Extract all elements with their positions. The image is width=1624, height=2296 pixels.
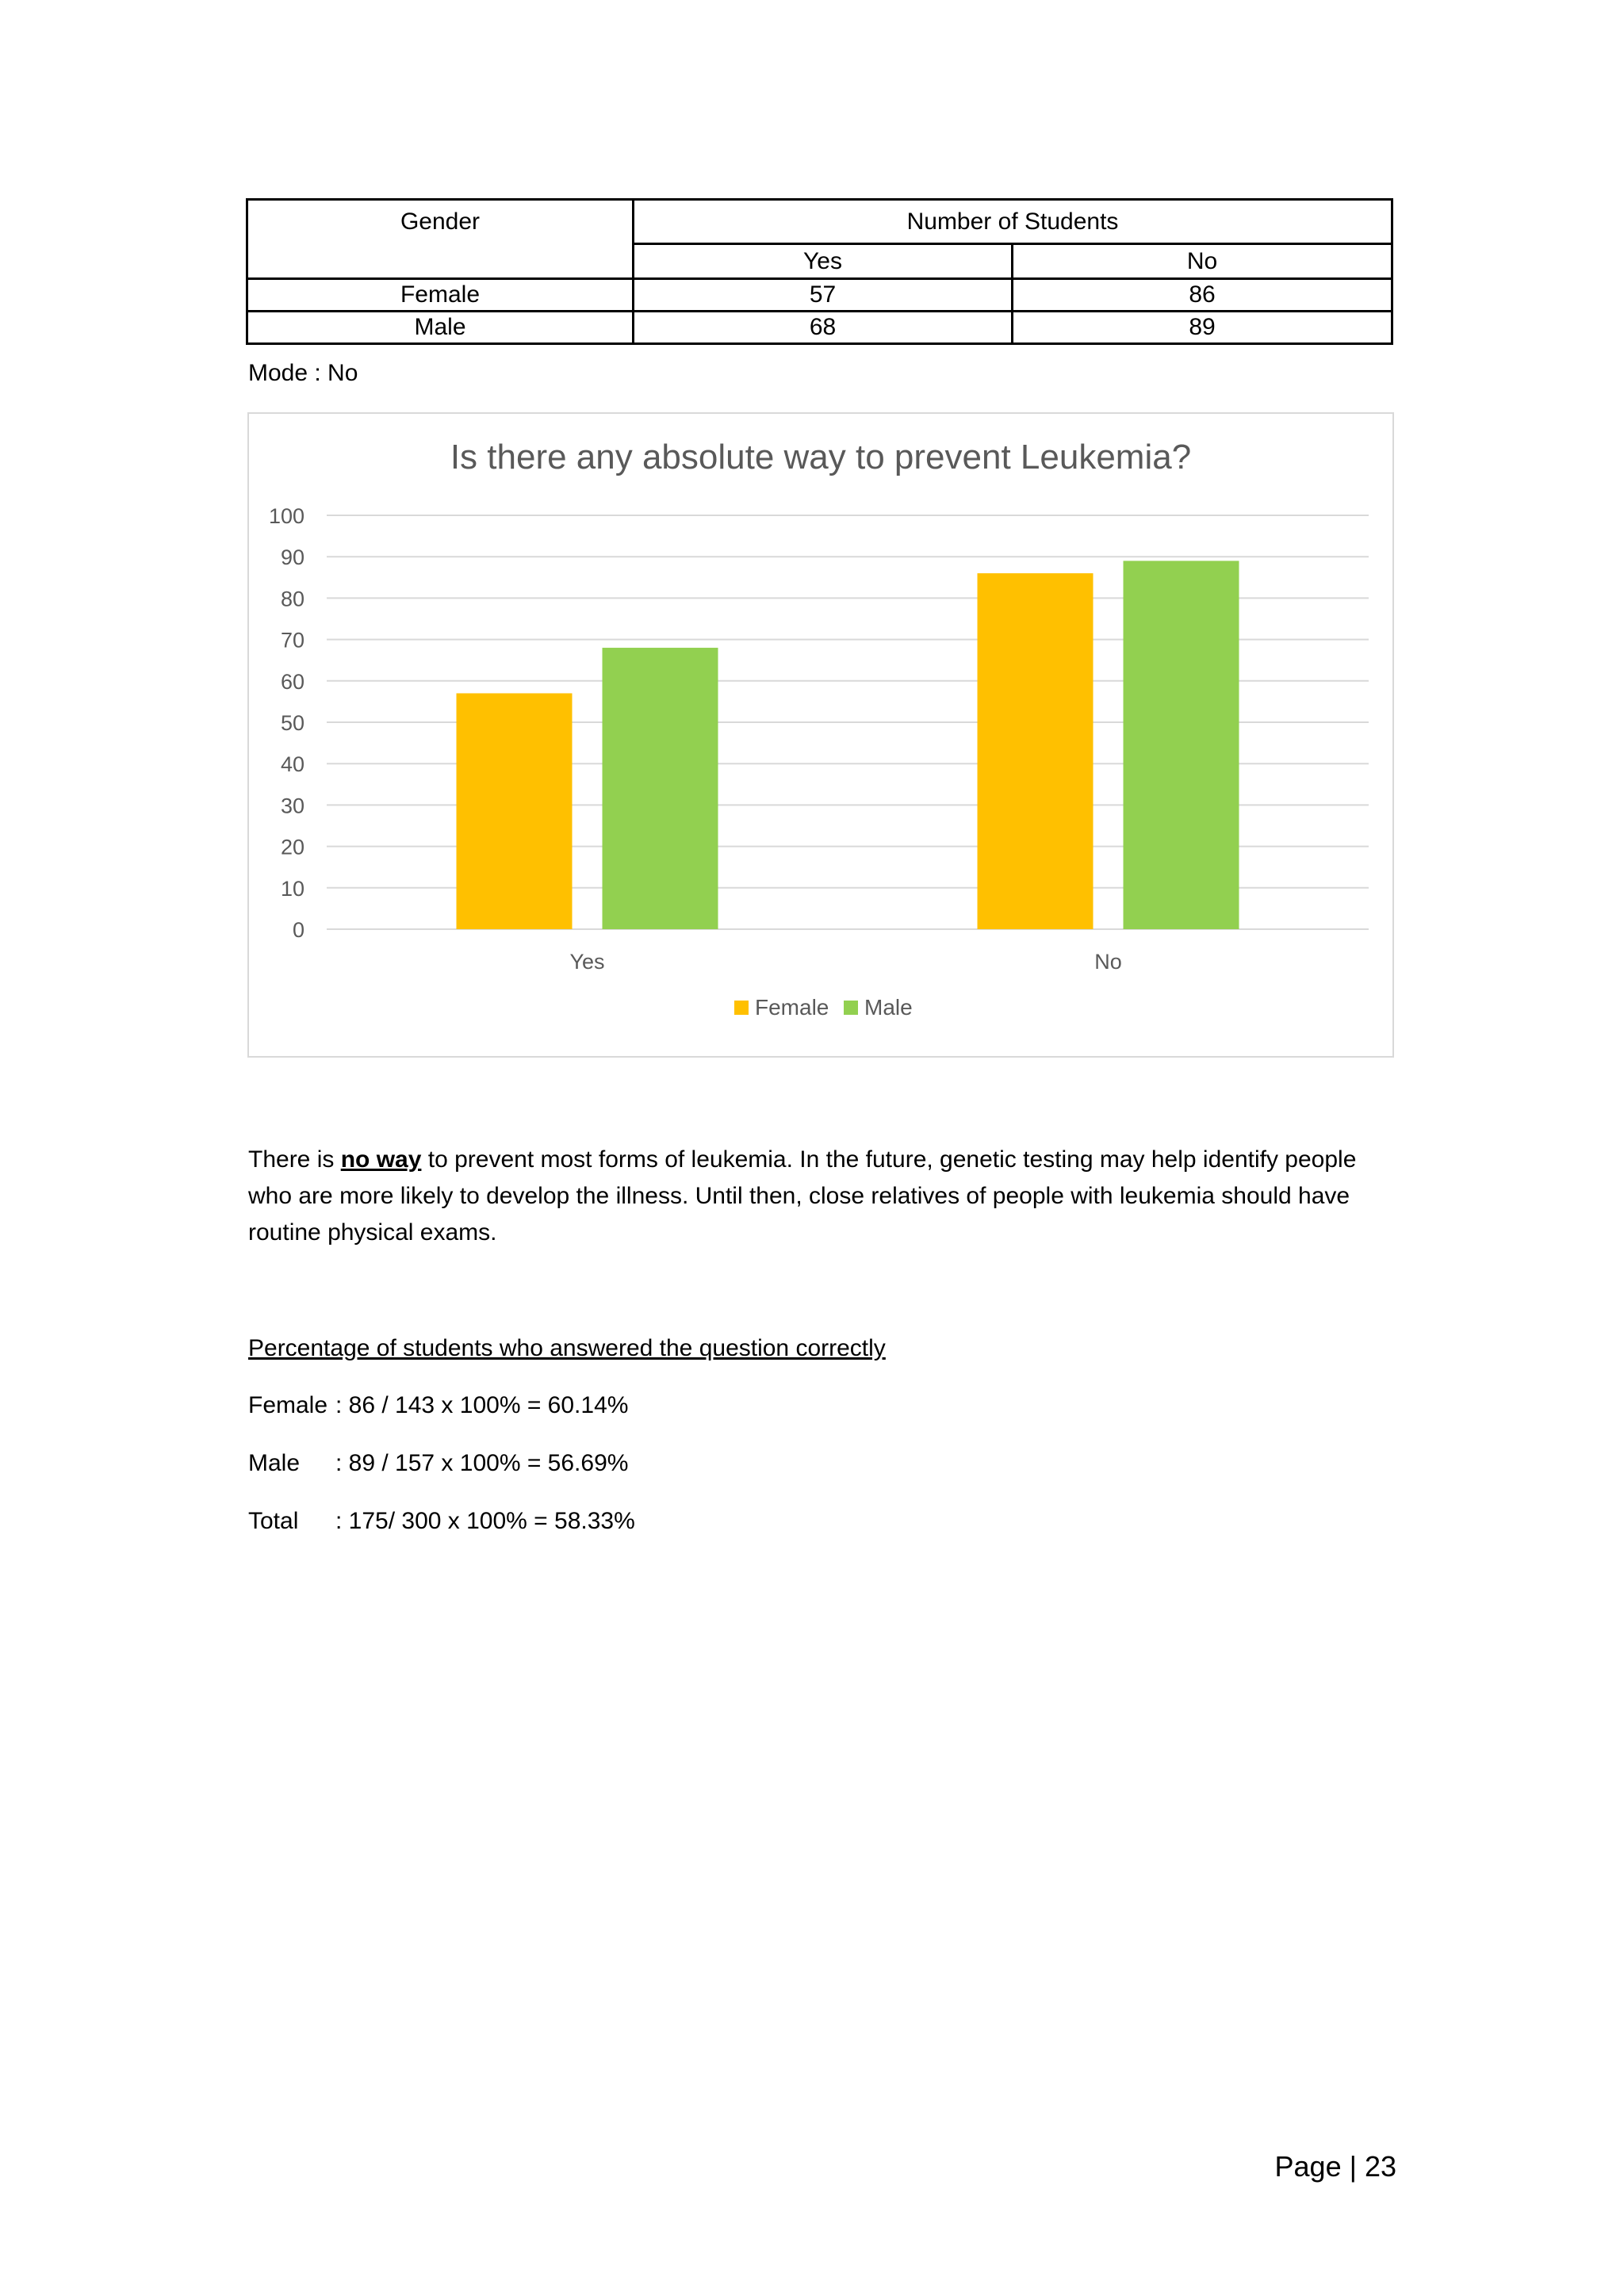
x-tick-label: No: [1094, 950, 1122, 974]
survey-table: Gender Number of Students Yes No Female …: [246, 198, 1393, 345]
calc-label: Female: [248, 1392, 328, 1418]
students-header: Number of Students: [632, 198, 1393, 245]
table-row: Male 68 89: [246, 310, 1393, 345]
calc-row-male: Male : 89 / 157 x 100% = 56.69%: [248, 1450, 628, 1477]
yes-header: Yes: [632, 243, 1013, 280]
y-tick-label: 40: [281, 752, 304, 776]
row-yes: 68: [632, 310, 1013, 345]
y-tick-label: 20: [281, 836, 304, 859]
y-tick-label: 50: [281, 711, 304, 735]
x-tick-label: Yes: [569, 950, 604, 974]
y-tick-label: 30: [281, 794, 304, 817]
chart-canvas: 0 10 20 30 40 50 60 70 80 90 100 Yes No Female Male: [269, 504, 1369, 1020]
table-row: Female 57 86: [246, 277, 1393, 312]
calc-value: : 175/ 300 x 100% = 58.33%: [335, 1508, 635, 1534]
row-gender: Female: [246, 277, 634, 312]
bar-male-no: [1123, 561, 1239, 929]
legend-swatch: [734, 1001, 749, 1015]
gender-header: Gender: [246, 198, 634, 280]
row-yes: 57: [632, 277, 1013, 312]
calc-label: Male: [248, 1450, 301, 1476]
paragraph-emphasis: no way: [340, 1146, 422, 1173]
paragraph-start: There is: [248, 1146, 341, 1173]
percentage-title: Percentage of students who answered the …: [248, 1335, 886, 1361]
y-tick-label: 10: [281, 877, 304, 901]
legend-label: Female: [755, 995, 829, 1020]
y-tick-label: 90: [281, 545, 304, 569]
y-tick-label: 60: [281, 670, 304, 694]
row-no: 89: [1011, 310, 1393, 345]
row-gender: Male: [246, 310, 634, 345]
bar-male-yes: [602, 648, 718, 929]
paragraph-end: to prevent most forms of leukemia. In th…: [248, 1146, 1357, 1246]
legend-swatch: [844, 1001, 858, 1015]
y-tick-label: 80: [281, 587, 304, 610]
no-header: No: [1011, 243, 1393, 280]
calc-value: : 86 / 143 x 100% = 60.14%: [335, 1392, 629, 1418]
calc-label: Total: [248, 1508, 299, 1534]
mode-text: Mode : No: [248, 360, 358, 386]
body-paragraph: There is no way to prevent most forms of…: [248, 1142, 1398, 1251]
calc-row-female: Female : 86 / 143 x 100% = 60.14%: [248, 1392, 628, 1419]
bar-chart: Is there any absolute way to prevent Leu…: [247, 412, 1394, 1058]
calc-value: : 89 / 157 x 100% = 56.69%: [335, 1450, 629, 1476]
bar-female-yes: [456, 693, 573, 929]
page-number: Page | 23: [1274, 2150, 1396, 2183]
y-tick-label: 70: [281, 629, 304, 652]
calc-row-total: Total : 175/ 300 x 100% = 58.33%: [248, 1508, 635, 1535]
y-tick-label: 0: [293, 918, 304, 942]
y-tick-label: 100: [269, 504, 304, 528]
bar-female-no: [977, 573, 1094, 929]
chart-title: Is there any absolute way to prevent Leu…: [450, 438, 1192, 476]
row-no: 86: [1011, 277, 1393, 312]
legend-label: Male: [864, 995, 913, 1020]
